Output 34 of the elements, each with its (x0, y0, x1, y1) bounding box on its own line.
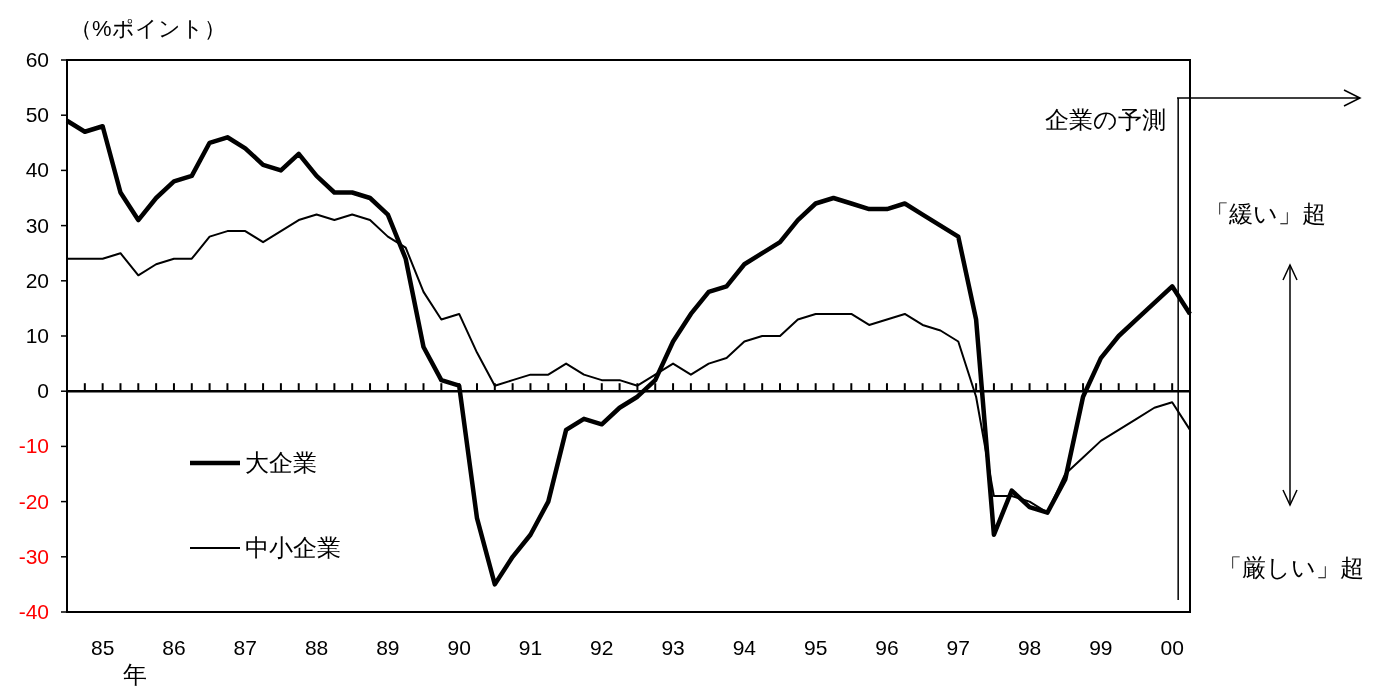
y-tick-label: 0 (37, 379, 49, 403)
y-tick-label: 50 (25, 103, 49, 127)
y-tick-label: -20 (18, 489, 49, 513)
x-tick-label: 96 (875, 636, 899, 659)
y-tick-label: 10 (25, 324, 49, 347)
y-tick-label: 40 (25, 158, 49, 182)
y-tick-label: -10 (18, 434, 49, 458)
x-tick-label: 97 (946, 636, 970, 659)
x-tick-label: 93 (661, 636, 685, 659)
legend-label: 中小企業 (245, 534, 341, 561)
x-tick-label: 00 (1160, 636, 1184, 659)
x-tick-label: 99 (1089, 636, 1113, 659)
x-tick-label: 95 (803, 636, 828, 659)
x-tick-label: 91 (518, 636, 543, 659)
text: 「緩い」超 (1205, 200, 1326, 227)
x-tick-label: 85 (90, 636, 115, 659)
text: 「厳しい」超 (1218, 554, 1364, 581)
y-axis-title: （%ポイント） (70, 16, 226, 41)
x-tick-label: 87 (233, 636, 257, 659)
y-tick-label: -40 (18, 600, 49, 623)
text: 年 (123, 661, 147, 687)
x-tick-label: 86 (162, 636, 186, 659)
y-tick-label: -30 (18, 544, 49, 568)
x-tick-label: 98 (1017, 636, 1042, 659)
ref-line-label: 企業の予測 (1045, 106, 1167, 133)
x-tick-label: 94 (732, 636, 757, 659)
x-tick-label: 90 (447, 636, 471, 659)
y-tick-label: 20 (25, 268, 49, 292)
y-tick-label: 30 (25, 213, 49, 237)
y-tick-label: 60 (25, 48, 49, 71)
x-tick-label: 89 (376, 636, 400, 659)
legend-label: 大企業 (245, 449, 317, 476)
x-tick-label: 92 (590, 636, 614, 659)
x-tick-label: 88 (304, 636, 329, 659)
